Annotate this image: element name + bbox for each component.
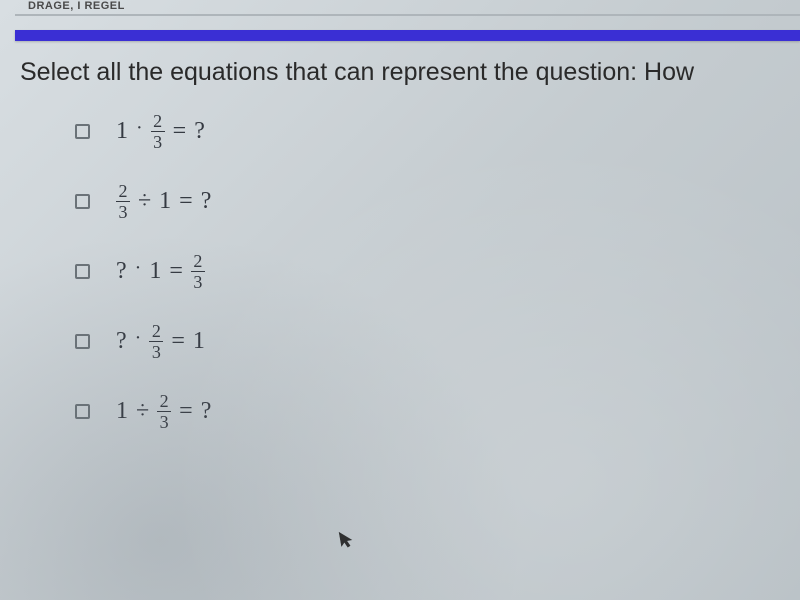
checkbox[interactable] xyxy=(75,194,90,209)
option-row[interactable]: 2 3 ÷ 1 = ? xyxy=(75,180,215,222)
equation-2: 2 3 ÷ 1 = ? xyxy=(112,182,215,221)
option-row[interactable]: 1 ÷ 2 3 = ? xyxy=(75,390,215,432)
mouse-cursor-icon xyxy=(338,529,358,556)
checkbox[interactable] xyxy=(75,404,90,419)
header-fragment: DRAGE, I REGEL xyxy=(28,0,125,12)
question-prompt: Select all the equations that can repres… xyxy=(20,58,800,87)
progress-bar xyxy=(15,30,800,41)
equation-1: 1 · 2 3 = ? xyxy=(112,112,209,151)
equation-4: ? · 2 3 = 1 xyxy=(112,322,209,361)
equation-3: ? · 1 = 2 3 xyxy=(112,252,209,291)
fraction: 2 3 xyxy=(151,112,165,151)
divider-line xyxy=(15,14,800,16)
checkbox[interactable] xyxy=(75,124,90,139)
option-row[interactable]: ? · 1 = 2 3 xyxy=(75,250,215,292)
fraction: 2 3 xyxy=(191,252,205,291)
checkbox[interactable] xyxy=(75,264,90,279)
equation-5: 1 ÷ 2 3 = ? xyxy=(112,392,215,431)
option-row[interactable]: 1 · 2 3 = ? xyxy=(75,110,215,152)
option-row[interactable]: ? · 2 3 = 1 xyxy=(75,320,215,362)
fraction: 2 3 xyxy=(116,182,130,221)
fraction: 2 3 xyxy=(149,322,163,361)
options-list: 1 · 2 3 = ? 2 3 ÷ 1 = ? ? · 1 xyxy=(75,110,215,460)
fraction: 2 3 xyxy=(157,392,171,431)
checkbox[interactable] xyxy=(75,334,90,349)
